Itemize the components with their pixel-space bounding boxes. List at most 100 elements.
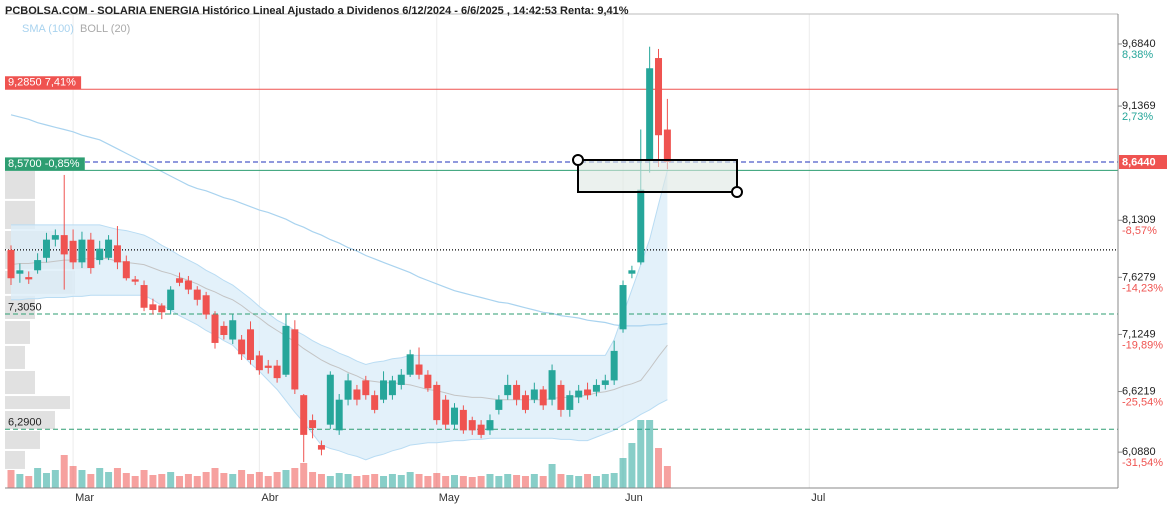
candle-body [113, 245, 121, 263]
x-tick-label: Mar [75, 492, 94, 504]
candle-body [326, 374, 334, 425]
volume-profile-bar [5, 450, 25, 469]
volume-bar [397, 475, 405, 488]
level-label-box [5, 157, 85, 171]
volume-bar [176, 476, 184, 488]
candle-body [433, 384, 441, 421]
candle-body [397, 374, 405, 385]
price-label-box [1119, 155, 1167, 170]
volume-bar [557, 474, 565, 488]
volume-bar [149, 475, 157, 488]
candle-body [51, 235, 59, 240]
level-label-box [5, 76, 82, 90]
volume-bar [264, 476, 272, 488]
volume-bar [592, 476, 600, 488]
candle-body [69, 240, 77, 263]
volume-bar [122, 473, 130, 488]
x-tick-label: May [439, 492, 460, 504]
candle-body [442, 399, 450, 425]
volume-profile-bar [5, 411, 55, 429]
candle-body [176, 278, 184, 283]
volume-bar [459, 476, 467, 488]
candle-body [167, 289, 175, 311]
candle-body [513, 384, 521, 400]
volume-bar [406, 472, 414, 488]
candle-body [575, 390, 583, 398]
volume-bar [388, 474, 396, 488]
candle-body [655, 58, 663, 136]
volume-profile-bar [5, 170, 35, 199]
candle-body [628, 270, 636, 274]
volume-profile-bar [5, 430, 40, 449]
volume-bar [193, 476, 201, 488]
candle-body [380, 380, 388, 400]
candle-body [220, 325, 228, 335]
candle-body [663, 129, 671, 163]
y-tick-label: 7,1249 [1122, 328, 1156, 340]
volume-bar [539, 476, 547, 488]
candle-body [557, 384, 565, 410]
volume-bar [442, 476, 450, 488]
candle-body [255, 355, 263, 371]
candle-body [495, 399, 503, 410]
y-tick-pct-label: -8,57% [1122, 225, 1157, 237]
volume-bar [211, 468, 219, 488]
y-tick-pct-label: -19,89% [1122, 339, 1163, 351]
candle-body [610, 350, 618, 381]
price-label: 8,6440 [1122, 156, 1156, 168]
legend-entry: SMA (100) [22, 23, 74, 35]
candle-body [362, 380, 370, 396]
volume-bar [42, 473, 50, 488]
candle-body [459, 409, 467, 431]
volume-bar [495, 476, 503, 488]
level-label: 8,5700 -0,85% [8, 158, 80, 170]
volume-bar [486, 474, 494, 488]
volume-bar [637, 420, 645, 488]
candle-body [42, 239, 50, 258]
volume-bar [530, 474, 538, 488]
candle-body [96, 248, 104, 261]
band-line [11, 170, 668, 366]
volume-bar [167, 472, 175, 488]
y-tick-label: 9,6840 [1122, 38, 1156, 50]
volume-bar [433, 473, 441, 488]
volume-bar [300, 463, 308, 488]
volume-profile-bar [5, 396, 70, 410]
candle-body [193, 289, 201, 300]
level-label: 9,2850 7,41% [8, 77, 76, 89]
volume-bar [113, 468, 121, 488]
volume-bar [601, 474, 609, 488]
candle-body [468, 420, 476, 431]
candle-body [7, 249, 15, 279]
candle-body [335, 399, 343, 431]
volume-bar [424, 476, 432, 488]
candle-body [264, 365, 272, 368]
volume-bar [291, 468, 299, 488]
volume-bar [619, 458, 627, 488]
legend-entry: BOLL (20) [80, 23, 130, 35]
candle-body [211, 314, 219, 343]
candle-body [539, 389, 547, 406]
volume-bar [7, 470, 15, 488]
volume-bar [353, 476, 361, 488]
volume-bar [220, 473, 228, 488]
volume-bar [16, 474, 24, 488]
volume-bar [655, 448, 663, 488]
candle-body [530, 389, 538, 400]
candle-body [273, 365, 281, 379]
volume-bar [140, 470, 148, 488]
candle-body [131, 279, 139, 282]
candle-body [388, 380, 396, 396]
volume-bar [69, 466, 77, 488]
volume-profile-bar [5, 345, 25, 369]
candle-body [592, 384, 600, 392]
volume-bar [202, 472, 210, 488]
candle-body [371, 395, 379, 410]
candle-body [424, 374, 432, 389]
volume-profile-bar [5, 321, 30, 344]
candle-body [149, 304, 157, 311]
volume-bar [317, 474, 325, 488]
volume-bar [25, 476, 33, 488]
candle-body [158, 305, 166, 313]
